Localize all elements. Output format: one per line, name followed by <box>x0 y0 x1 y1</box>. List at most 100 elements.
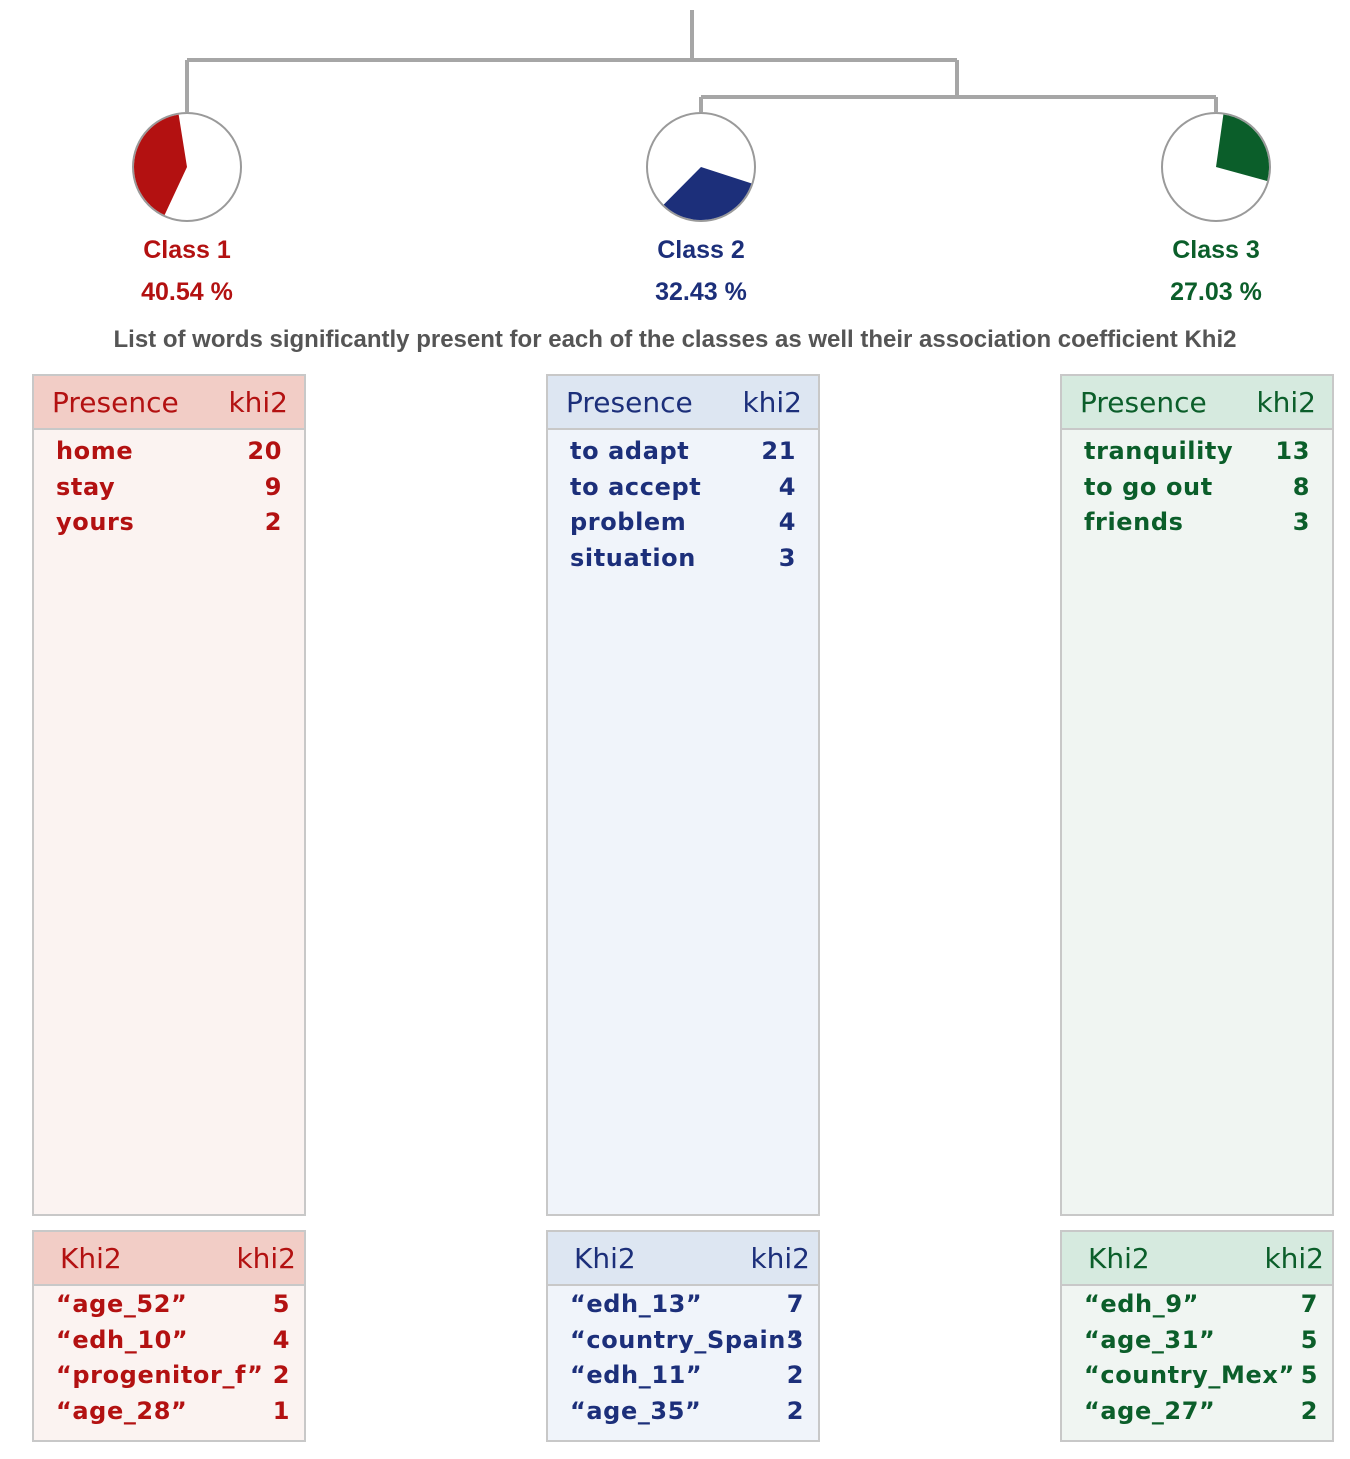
khi2-value: 7 <box>1300 1290 1318 1318</box>
list-item: “age_31” 5 <box>1084 1326 1318 1360</box>
variable: “age_52” <box>56 1290 188 1318</box>
word: to accept <box>570 473 702 501</box>
variable: “age_28” <box>56 1397 188 1425</box>
list-item: situation 3 <box>570 544 796 578</box>
class2-label: Class 2 <box>657 236 745 264</box>
khi2-value: 2 <box>264 508 282 536</box>
word: stay <box>56 473 116 501</box>
khi2-value: 3 <box>786 1326 804 1354</box>
khi2-value: 2 <box>786 1361 804 1389</box>
list-item: home 20 <box>56 437 282 471</box>
khi2-value: 20 <box>247 437 282 465</box>
list-item: “age_52” 5 <box>56 1290 290 1324</box>
word: problem <box>570 508 687 536</box>
khi2-value: 5 <box>1300 1361 1318 1389</box>
dendrogram <box>132 10 1271 222</box>
khi2-header-label: khi2 <box>1264 1242 1324 1275</box>
khi2-value: 8 <box>1292 473 1310 501</box>
presence-header-label: Presence <box>1080 386 1207 419</box>
class3-presence-panel: Presence khi2 tranquility 13 to go out 8 f… <box>1060 374 1334 1216</box>
word: yours <box>56 508 135 536</box>
class1-presence-header: Presence khi2 <box>34 376 304 430</box>
variable: “progenitor_f” <box>56 1361 264 1389</box>
class2-khi2-header: Khi2 khi2 <box>548 1232 818 1286</box>
class3-pie <box>1161 112 1271 222</box>
list-item: to go out 8 <box>1084 473 1310 507</box>
khi2-value: 4 <box>778 508 796 536</box>
class1-pie-slice <box>134 114 187 216</box>
class1-pie <box>132 112 242 222</box>
khi2-value: 5 <box>272 1290 290 1318</box>
class2-khi2-panel: Khi2 khi2 “edh_13” 7 “country_Spain” 3 “ed… <box>546 1230 820 1442</box>
khi2-header-label: khi2 <box>236 1242 296 1275</box>
khi2-header-title: Khi2 <box>1088 1242 1150 1275</box>
khi2-header-label: khi2 <box>742 386 802 419</box>
variable: “age_27” <box>1084 1397 1216 1425</box>
khi2-header-title: Khi2 <box>60 1242 122 1275</box>
list-item: problem 4 <box>570 508 796 542</box>
class2-percent: 32.43 % <box>655 278 747 306</box>
variable: “age_31” <box>1084 1326 1216 1354</box>
khi2-value: 7 <box>786 1290 804 1318</box>
list-item: “edh_11” 2 <box>570 1361 804 1395</box>
khi2-header-title: Khi2 <box>574 1242 636 1275</box>
khi2-value: 4 <box>272 1326 290 1354</box>
list-item: “progenitor_f” 2 <box>56 1361 290 1395</box>
list-item: friends 3 <box>1084 508 1310 542</box>
class3-pie-slice <box>1216 114 1269 181</box>
khi2-header-label: khi2 <box>228 386 288 419</box>
khi2-value: 4 <box>778 473 796 501</box>
khi2-header-label: khi2 <box>1256 386 1316 419</box>
variable: “edh_10” <box>56 1326 189 1354</box>
word: home <box>56 437 134 465</box>
list-item: “age_35” 2 <box>570 1397 804 1431</box>
list-item: stay 9 <box>56 473 282 507</box>
variable: “edh_13” <box>570 1290 703 1318</box>
dendrogram-lines <box>185 10 1218 112</box>
khi2-header-label: khi2 <box>750 1242 810 1275</box>
list-item: “country_Mex” 5 <box>1084 1361 1318 1395</box>
class1-khi2-header: Khi2 khi2 <box>34 1232 304 1286</box>
khi2-value: 2 <box>786 1397 804 1425</box>
variable: “country_Spain” <box>570 1326 803 1354</box>
list-item: “country_Spain” 3 <box>570 1326 804 1360</box>
khi2-value: 13 <box>1275 437 1310 465</box>
class2-presence-header: Presence khi2 <box>548 376 818 430</box>
class2-presence-panel: Presence khi2 to adapt 21 to accept 4 prob… <box>546 374 820 1216</box>
list-item: “age_28” 1 <box>56 1397 290 1431</box>
khi2-value: 2 <box>1300 1397 1318 1425</box>
class1-percent: 40.54 % <box>141 278 233 306</box>
word: to adapt <box>570 437 690 465</box>
list-item: “edh_10” 4 <box>56 1326 290 1360</box>
variable: “edh_9” <box>1084 1290 1199 1318</box>
list-item: yours 2 <box>56 508 282 542</box>
class3-khi2-header: Khi2 khi2 <box>1062 1232 1332 1286</box>
list-item: to adapt 21 <box>570 437 796 471</box>
class3-label: Class 3 <box>1172 236 1260 264</box>
presence-header-label: Presence <box>566 386 693 419</box>
class3-percent: 27.03 % <box>1170 278 1262 306</box>
khi2-value: 3 <box>778 544 796 572</box>
list-item: to accept 4 <box>570 473 796 507</box>
list-item: “edh_9” 7 <box>1084 1290 1318 1324</box>
khi2-value: 5 <box>1300 1326 1318 1354</box>
class1-label: Class 1 <box>143 236 231 264</box>
list-item: “age_27” 2 <box>1084 1397 1318 1431</box>
class3-khi2-panel: Khi2 khi2 “edh_9” 7 “age_31” 5 “country_Me… <box>1060 1230 1334 1442</box>
list-item: “edh_13” 7 <box>570 1290 804 1324</box>
word: tranquility <box>1084 437 1234 465</box>
class1-presence-panel: Presence khi2 home 20 stay 9 yours 2 <box>32 374 306 1216</box>
class2-pie-slice <box>663 167 752 221</box>
word: friends <box>1084 508 1184 536</box>
khi2-value: 1 <box>272 1397 290 1425</box>
class3-presence-header: Presence khi2 <box>1062 376 1332 430</box>
class2-pie <box>646 112 756 222</box>
khi2-value: 9 <box>264 473 282 501</box>
variable: “age_35” <box>570 1397 702 1425</box>
variable: “edh_11” <box>570 1361 703 1389</box>
list-item: tranquility 13 <box>1084 437 1310 471</box>
presence-header-label: Presence <box>52 386 179 419</box>
word: to go out <box>1084 473 1213 501</box>
khi2-value: 21 <box>761 437 796 465</box>
variable: “country_Mex” <box>1084 1361 1295 1389</box>
